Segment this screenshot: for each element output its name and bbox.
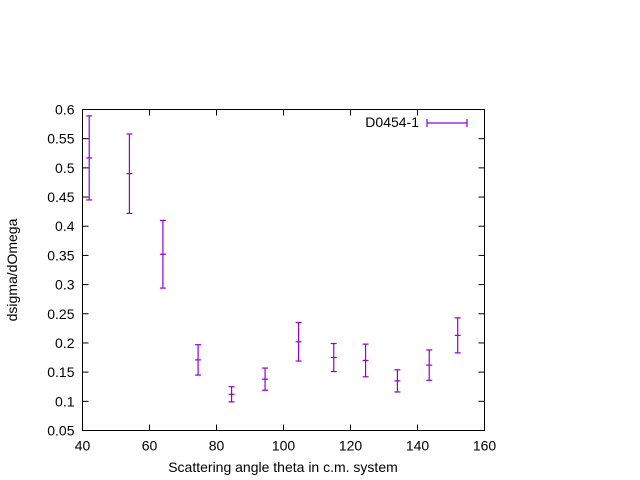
x-tick-label: 160: [473, 438, 497, 454]
y-tick-label: 0.5: [55, 160, 75, 176]
x-tick-label: 40: [75, 438, 91, 454]
legend: D0454-1: [365, 114, 468, 130]
x-axis: 40 60 80 100 120 140 160: [75, 109, 497, 454]
y-tick-label: 0.45: [47, 189, 74, 205]
data-point: [262, 367, 269, 391]
y-tick-label: 0.05: [47, 423, 74, 439]
y-tick-label: 0.15: [47, 364, 74, 380]
data-point: [126, 133, 133, 214]
data-point: [228, 386, 235, 403]
data-point: [295, 321, 302, 362]
legend-label: D0454-1: [365, 114, 419, 130]
data-point: [159, 219, 166, 289]
y-tick-label: 0.1: [55, 393, 75, 409]
y-tick-label: 0.3: [55, 277, 75, 293]
y-tick-label: 0.6: [55, 102, 75, 118]
x-tick-label: 140: [406, 438, 430, 454]
data-point: [394, 369, 401, 393]
x-axis-label: Scattering angle theta in c.m. system: [168, 459, 398, 475]
y-tick-label: 0.2: [55, 335, 75, 351]
data-series: [86, 115, 461, 403]
x-tick-label: 100: [272, 438, 296, 454]
data-point: [330, 342, 337, 373]
y-tick-label: 0.25: [47, 306, 74, 322]
y-tick-label: 0.4: [55, 218, 75, 234]
x-tick-label: 80: [209, 438, 225, 454]
x-tick-label: 120: [339, 438, 363, 454]
data-point: [195, 344, 202, 376]
y-axis: 0.05 0.1 0.15 0.2 0.25 0.3 0.35 0.4 0.45 0.5 0.55 0…: [47, 102, 485, 439]
data-point: [454, 317, 461, 354]
y-tick-label: 0.35: [47, 247, 74, 263]
y-axis-label: dsigma/dOmega: [4, 218, 20, 321]
data-point: [86, 115, 93, 201]
data-point: [362, 343, 369, 378]
data-point: [426, 349, 433, 381]
plot-frame: [82, 109, 485, 431]
y-tick-label: 0.55: [47, 131, 74, 147]
x-tick-label: 60: [142, 438, 158, 454]
